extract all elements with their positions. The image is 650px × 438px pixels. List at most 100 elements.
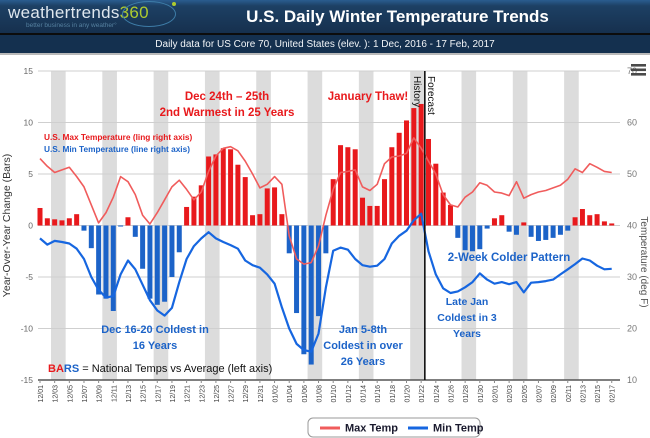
yoy-bar [550, 225, 556, 238]
right-axis-tick-label: 60 [627, 118, 637, 128]
yoy-bar [587, 215, 593, 226]
x-tick-label: 12/09 [97, 385, 104, 403]
yoy-bar [418, 103, 424, 226]
yoy-bar [147, 225, 153, 299]
yoy-bar [132, 225, 138, 237]
yoy-bar [572, 217, 578, 226]
yoy-bar [528, 225, 534, 237]
menu-icon[interactable] [631, 64, 646, 76]
dec-24-25-warmest-note: Dec 24th – 25th [185, 91, 269, 103]
yoy-bar [176, 225, 182, 253]
yoy-bar [228, 149, 234, 226]
yoy-bar [425, 138, 431, 226]
right-axis-tick-label: 20 [627, 324, 637, 334]
forecast-label: Forecast [425, 76, 436, 115]
yoy-bar [294, 225, 300, 314]
yoy-bar [191, 196, 197, 226]
x-tick-label: 12/19 [170, 385, 177, 403]
x-tick-label: 02/15 [595, 385, 602, 403]
logo-circle-icon [122, 1, 176, 27]
x-tick-label: 12/01 [38, 385, 45, 403]
yoy-bar [389, 147, 395, 226]
yoy-bar [557, 225, 563, 235]
yoy-bar [513, 225, 519, 235]
history-label: History [411, 76, 422, 107]
max-temp-note: U.S. Max Temperature (ling right axis) [44, 132, 193, 142]
subtitle-bar: Daily data for US Core 70, United States… [0, 35, 650, 53]
yoy-bar [594, 214, 600, 226]
x-tick-label: 02/11 [566, 385, 573, 402]
x-tick-label: 12/13 [126, 385, 133, 403]
x-tick-label: 02/09 [551, 385, 558, 403]
yoy-bar [125, 217, 131, 226]
right-axis-tick-label: 10 [627, 375, 637, 385]
right-axis-tick-label: 30 [627, 272, 637, 282]
logo-dot-icon [172, 2, 176, 6]
right-axis-title: Temperature (deg F) [638, 216, 649, 307]
yoy-bar [579, 209, 585, 226]
x-tick-label: 01/04 [287, 385, 294, 403]
yoy-bar [162, 225, 168, 302]
yoy-bar [484, 225, 490, 229]
header-divider [0, 33, 650, 35]
x-tick-label: 01/30 [478, 385, 485, 403]
x-tick-label: 12/07 [82, 385, 89, 403]
x-tick-label: 12/17 [155, 385, 162, 403]
yoy-bar [367, 205, 373, 226]
yoy-bar [469, 225, 475, 252]
yoy-bar [66, 218, 72, 226]
x-tick-label: 02/17 [610, 385, 617, 403]
min-temp-line [39, 212, 612, 353]
yoy-bar [154, 225, 160, 305]
yoy-bar [382, 179, 388, 226]
x-tick-label: 01/06 [302, 385, 309, 403]
x-tick-label: 01/16 [375, 385, 382, 403]
x-tick-label: 02/07 [536, 385, 543, 403]
yoy-bar [491, 218, 497, 226]
bars-definition-note: BARS = National Temps vs Average (left a… [48, 363, 272, 375]
yoy-bar [565, 225, 571, 231]
x-tick-label: 12/31 [258, 385, 265, 403]
yoy-bar [535, 225, 541, 241]
yoy-bar [330, 179, 336, 226]
yoy-bar [404, 120, 409, 226]
late-jan-coldest-note: Coldest in 3 [437, 312, 497, 324]
jan-5-8-coldest-note: Jan 5-8th [339, 324, 388, 336]
yoy-bar [88, 225, 94, 249]
x-tick-label: 02/03 [507, 385, 514, 403]
left-axis-title: Year-Over-Year Change (Bars) [1, 154, 13, 297]
january-thaw-note: January Thaw! [328, 91, 409, 103]
subtitle-text: Daily data for US Core 70, United States… [155, 38, 495, 50]
yoy-bar [601, 221, 607, 226]
x-tick-label: 12/11 [111, 385, 118, 402]
x-tick-label: 01/18 [390, 385, 397, 403]
left-axis-tick-label: 15 [24, 66, 34, 76]
weathertrends360-logo[interactable]: weathertrends360 better business in any … [0, 0, 185, 33]
x-tick-label: 12/29 [243, 385, 250, 403]
left-axis-tick-label: -15 [21, 375, 34, 385]
x-tick-label: 01/24 [434, 385, 441, 403]
yoy-bar [433, 163, 439, 226]
yoy-bar [235, 164, 241, 226]
yoy-bar [169, 225, 175, 277]
left-axis-tick-label: 10 [24, 118, 34, 128]
yoy-bar [338, 145, 344, 226]
jan-5-8-coldest-note: Coldest in over [323, 340, 403, 352]
yoy-bar [213, 154, 219, 226]
legend-label: Min Temp [433, 423, 484, 435]
yoy-bar [103, 225, 109, 299]
x-tick-label: 12/15 [141, 385, 148, 403]
yoy-bar [74, 214, 80, 226]
yoy-bar [316, 225, 322, 317]
yoy-bar [447, 204, 453, 226]
x-tick-label: 01/20 [405, 385, 412, 403]
dec-16-20-coldest-note: 16 Years [133, 340, 177, 352]
yoy-bar [242, 177, 248, 226]
min-temp-note: U.S. Min Temperature (line right axis) [44, 144, 190, 154]
right-axis-tick-label: 50 [627, 169, 637, 179]
two-week-colder-note: 2-Week Colder Pattern [448, 252, 571, 264]
yoy-bar [308, 225, 314, 365]
x-tick-label: 02/13 [580, 385, 587, 403]
x-tick-label: 01/10 [331, 385, 338, 403]
